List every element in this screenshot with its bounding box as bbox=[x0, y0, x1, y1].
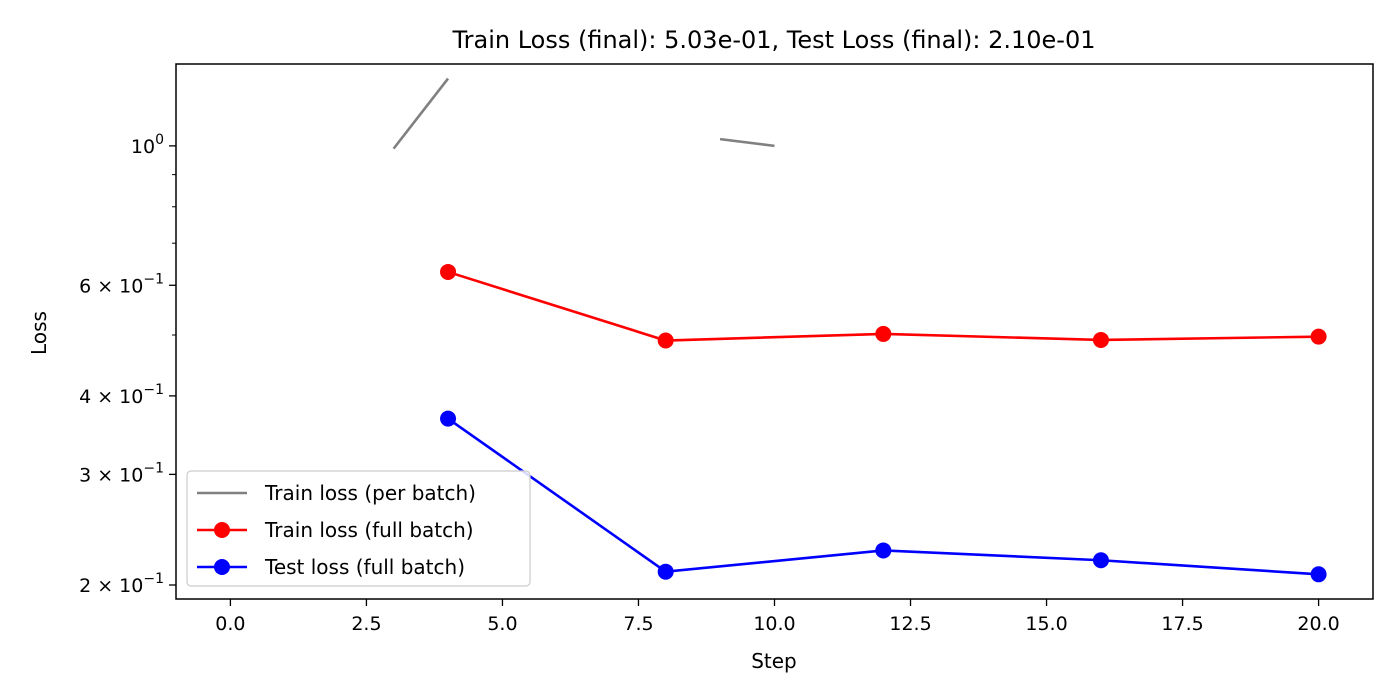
x-tick-label: 2.5 bbox=[351, 613, 381, 635]
train-loss-full-batch-point bbox=[440, 263, 457, 280]
y-axis: 100 6 × 10−1 4 × 10−1 3 × 10−1 2 × 10−1 bbox=[79, 132, 176, 597]
test-loss-full-batch-point bbox=[1092, 552, 1109, 569]
train-loss-full-batch-point bbox=[657, 332, 674, 349]
legend-marker-test-loss-full-batch bbox=[214, 559, 230, 575]
train-loss-per-batch-line bbox=[719, 137, 775, 148]
train-loss-full-batch-point bbox=[1092, 331, 1109, 348]
x-tick-label: 15.0 bbox=[1025, 613, 1067, 635]
legend-label: Test loss (full batch) bbox=[264, 555, 465, 579]
x-axis-label: Step bbox=[751, 649, 797, 673]
test-loss-full-batch-point bbox=[1310, 566, 1327, 583]
test-loss-full-batch-point bbox=[657, 563, 674, 580]
x-tick-label: 10.0 bbox=[753, 613, 795, 635]
legend: Train loss (per batch) Train loss (full b… bbox=[186, 470, 531, 587]
legend-marker-train-loss-full-batch bbox=[214, 522, 230, 538]
x-tick-label: 12.5 bbox=[889, 613, 931, 635]
x-tick-label: 0.0 bbox=[215, 613, 245, 635]
legend-label: Train loss (per batch) bbox=[264, 481, 476, 505]
x-tick-label: 20.0 bbox=[1297, 613, 1339, 635]
legend-label: Train loss (full batch) bbox=[264, 518, 474, 542]
x-axis: 0.0 2.5 5.0 7.5 10.0 12.5 15.0 17.5 20.0 bbox=[215, 599, 1340, 635]
chart-title: Train Loss (final): 5.03e-01, Test Loss … bbox=[452, 26, 1096, 54]
plot-area bbox=[392, 77, 1327, 583]
x-tick-label: 17.5 bbox=[1161, 613, 1203, 635]
y-tick-label: 4 × 10−1 bbox=[79, 382, 164, 408]
legend-box bbox=[186, 470, 531, 587]
y-axis-label: Loss bbox=[27, 311, 51, 355]
train-loss-full-batch-point bbox=[875, 325, 892, 342]
x-tick-label: 7.5 bbox=[623, 613, 653, 635]
train-loss-per-batch-line bbox=[392, 77, 450, 150]
y-tick-label: 6 × 10−1 bbox=[79, 271, 164, 297]
y-tick-label: 2 × 10−1 bbox=[79, 571, 164, 597]
x-tick-label: 5.0 bbox=[487, 613, 517, 635]
y-tick-label: 3 × 10−1 bbox=[79, 460, 164, 486]
train-loss-full-batch-point bbox=[1310, 328, 1327, 345]
y-tick-label: 100 bbox=[131, 132, 164, 158]
test-loss-full-batch-point bbox=[875, 542, 892, 559]
test-loss-full-batch-point bbox=[440, 410, 457, 427]
